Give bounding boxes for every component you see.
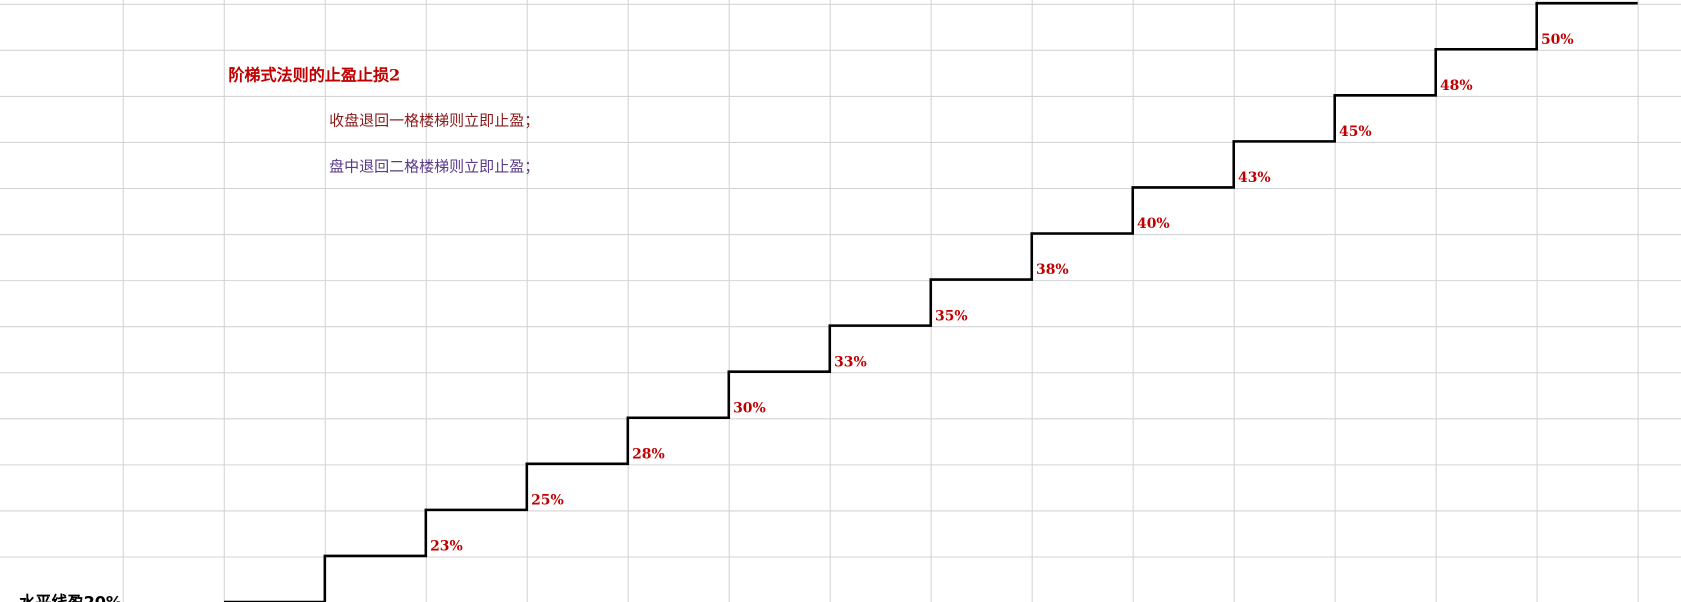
step-label: 38%: [1036, 262, 1069, 278]
note: 盘中退回二格楼梯则立即止盈；: [329, 157, 539, 175]
note: 收盘退回一格楼梯则立即止盈；: [329, 111, 539, 129]
step-labels: 23% 25% 28% 30% 33% 35% 38% 40% 43% 45% 48% 50%: [430, 32, 1573, 555]
step-label: 30%: [733, 400, 766, 416]
step-label: 25%: [531, 493, 564, 509]
staircase: [224, 1, 1638, 602]
step-label: 23%: [430, 539, 463, 555]
step-label: 48%: [1440, 78, 1473, 94]
step-label: 50%: [1541, 32, 1574, 48]
step-label: 28%: [632, 446, 665, 462]
step-label: 45%: [1339, 124, 1372, 140]
step-label: 40%: [1137, 216, 1170, 232]
baseline-label: 水平线盈20%: [19, 592, 122, 602]
step-label: 33%: [834, 354, 867, 370]
step-label: 35%: [935, 308, 968, 324]
title: 阶梯式法则的止盈止损2: [228, 65, 400, 84]
step-label: 43%: [1238, 170, 1271, 186]
